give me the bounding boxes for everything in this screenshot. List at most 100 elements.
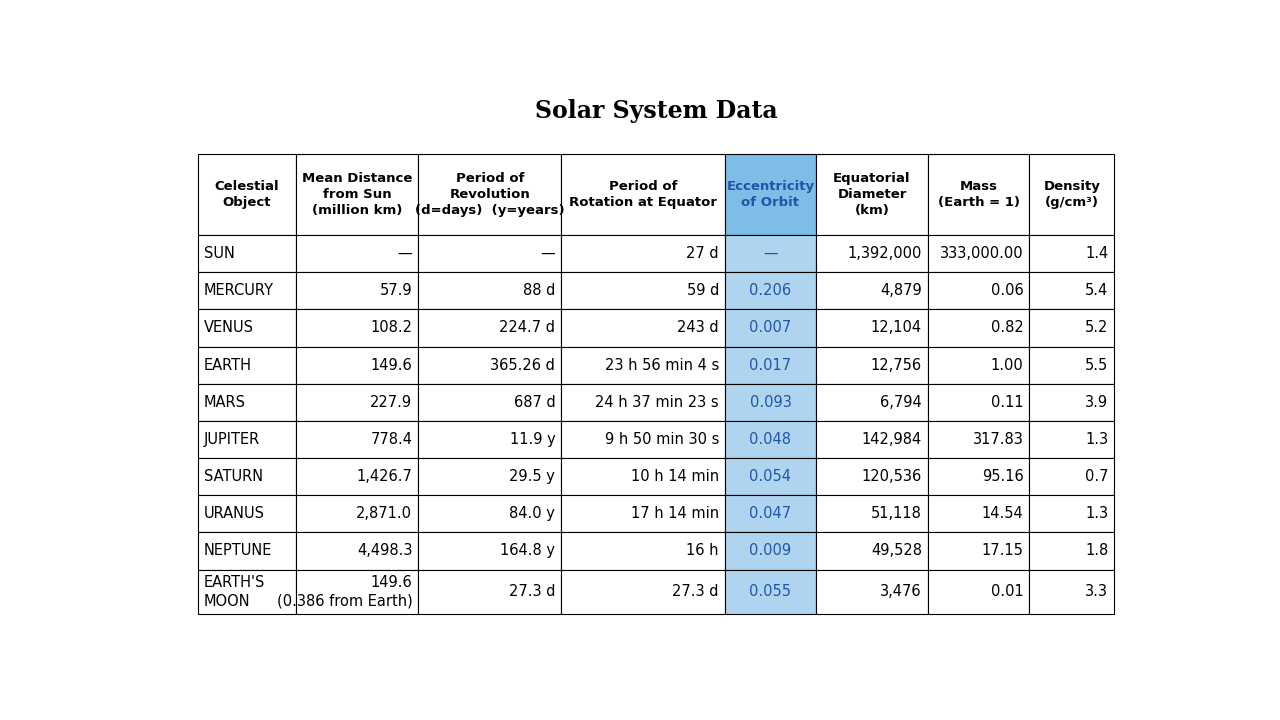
Text: 88 d: 88 d — [524, 283, 556, 298]
Bar — [928, 154, 1029, 235]
Text: 1.4: 1.4 — [1085, 246, 1108, 261]
Bar — [928, 272, 1029, 310]
Bar — [561, 495, 724, 532]
Bar — [197, 570, 296, 614]
Bar — [296, 421, 419, 458]
Text: 0.007: 0.007 — [749, 320, 791, 336]
Text: 0.206: 0.206 — [749, 283, 791, 298]
Bar — [296, 384, 419, 421]
Bar — [419, 421, 561, 458]
Bar — [296, 570, 419, 614]
Bar — [197, 310, 296, 346]
Bar — [724, 532, 817, 570]
Bar — [1029, 235, 1115, 272]
Text: 0.048: 0.048 — [750, 432, 791, 447]
Text: 3.9: 3.9 — [1085, 395, 1108, 410]
Text: 4,498.3: 4,498.3 — [357, 544, 412, 559]
Bar — [928, 235, 1029, 272]
Text: 17 h 14 min: 17 h 14 min — [631, 506, 719, 521]
Bar — [1029, 272, 1115, 310]
Bar — [197, 532, 296, 570]
Bar — [296, 272, 419, 310]
Text: 12,104: 12,104 — [870, 320, 922, 336]
Bar — [817, 346, 928, 384]
Text: 333,000.00: 333,000.00 — [940, 246, 1024, 261]
Text: 687 d: 687 d — [513, 395, 556, 410]
Bar — [419, 272, 561, 310]
Text: Density
(g/cm³): Density (g/cm³) — [1043, 180, 1101, 209]
Text: EARTH: EARTH — [204, 358, 252, 373]
Bar — [817, 154, 928, 235]
Text: Solar System Data: Solar System Data — [535, 99, 777, 123]
Bar — [1029, 570, 1115, 614]
Bar — [1029, 310, 1115, 346]
Bar — [296, 310, 419, 346]
Bar — [561, 154, 724, 235]
Bar — [724, 570, 817, 614]
Bar — [817, 570, 928, 614]
Text: Period of
Rotation at Equator: Period of Rotation at Equator — [570, 180, 717, 209]
Text: 24 h 37 min 23 s: 24 h 37 min 23 s — [595, 395, 719, 410]
Text: JUPITER: JUPITER — [204, 432, 260, 447]
Bar — [817, 495, 928, 532]
Bar — [561, 421, 724, 458]
Bar — [561, 532, 724, 570]
Bar — [928, 532, 1029, 570]
Bar — [419, 154, 561, 235]
Text: 1,426.7: 1,426.7 — [356, 469, 412, 484]
Text: 0.11: 0.11 — [991, 395, 1024, 410]
Text: 9 h 50 min 30 s: 9 h 50 min 30 s — [604, 432, 719, 447]
Text: 23 h 56 min 4 s: 23 h 56 min 4 s — [604, 358, 719, 373]
Text: SUN: SUN — [204, 246, 234, 261]
Text: 1.3: 1.3 — [1085, 506, 1108, 521]
Bar — [928, 570, 1029, 614]
Text: MERCURY: MERCURY — [204, 283, 274, 298]
Bar — [1029, 346, 1115, 384]
Bar — [817, 384, 928, 421]
Text: 29.5 y: 29.5 y — [509, 469, 556, 484]
Bar — [928, 310, 1029, 346]
Bar — [197, 384, 296, 421]
Text: Period of
Revolution
(d=days)  (y=years): Period of Revolution (d=days) (y=years) — [415, 172, 564, 217]
Text: 12,756: 12,756 — [870, 358, 922, 373]
Bar — [561, 384, 724, 421]
Text: 0.7: 0.7 — [1085, 469, 1108, 484]
Bar — [724, 235, 817, 272]
Bar — [419, 384, 561, 421]
Bar — [197, 458, 296, 495]
Bar — [419, 495, 561, 532]
Bar — [197, 272, 296, 310]
Bar — [561, 272, 724, 310]
Text: 0.047: 0.047 — [749, 506, 791, 521]
Bar — [419, 458, 561, 495]
Text: 365.26 d: 365.26 d — [490, 358, 556, 373]
Text: 0.054: 0.054 — [750, 469, 791, 484]
Bar — [724, 310, 817, 346]
Text: 5.5: 5.5 — [1085, 358, 1108, 373]
Text: NEPTUNE: NEPTUNE — [204, 544, 273, 559]
Bar — [817, 235, 928, 272]
Text: 10 h 14 min: 10 h 14 min — [631, 469, 719, 484]
Bar — [296, 495, 419, 532]
Text: 243 d: 243 d — [677, 320, 719, 336]
Bar — [561, 346, 724, 384]
Bar — [1029, 154, 1115, 235]
Text: 27 d: 27 d — [686, 246, 719, 261]
Text: 0.06: 0.06 — [991, 283, 1024, 298]
Text: 164.8 y: 164.8 y — [500, 544, 556, 559]
Text: 3.3: 3.3 — [1085, 585, 1108, 599]
Bar — [817, 458, 928, 495]
Text: 0.055: 0.055 — [750, 585, 791, 599]
Text: 1.3: 1.3 — [1085, 432, 1108, 447]
Bar — [1029, 421, 1115, 458]
Text: 1,392,000: 1,392,000 — [847, 246, 922, 261]
Text: 51,118: 51,118 — [872, 506, 922, 521]
Bar — [197, 235, 296, 272]
Bar — [724, 272, 817, 310]
Text: 4,879: 4,879 — [881, 283, 922, 298]
Bar — [197, 495, 296, 532]
Bar — [817, 310, 928, 346]
Text: 149.6
(0.386 from Earth): 149.6 (0.386 from Earth) — [276, 575, 412, 608]
Bar — [197, 154, 296, 235]
Text: 17.15: 17.15 — [982, 544, 1024, 559]
